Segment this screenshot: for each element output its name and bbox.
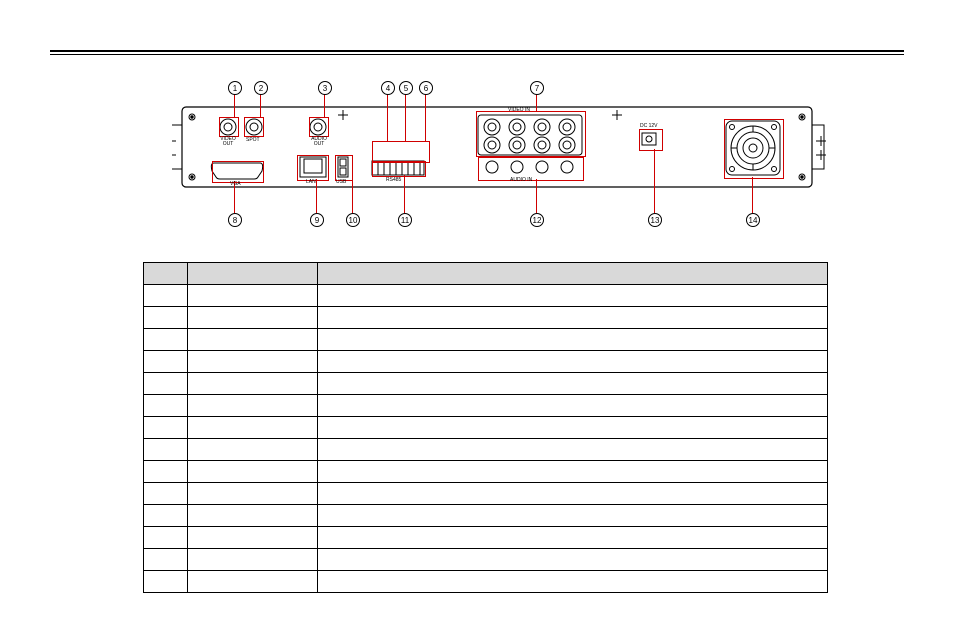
callout-14: 14 <box>746 213 760 227</box>
label-audio-in: AUDIO IN <box>510 177 532 183</box>
th-2 <box>188 263 318 285</box>
callout-8: 8 <box>228 213 242 227</box>
callout-13: 13 <box>648 213 662 227</box>
table-row <box>144 549 828 571</box>
spec-table-wrap <box>143 262 828 593</box>
label-spot: SPOT <box>246 137 260 143</box>
callout-4: 4 <box>381 81 395 95</box>
table-row <box>144 483 828 505</box>
table-row <box>144 505 828 527</box>
label-video-in: VIDEO IN <box>508 107 530 113</box>
table-row <box>144 461 828 483</box>
table-row <box>144 373 828 395</box>
label-dc12v: DC 12V <box>640 123 658 129</box>
callout-9: 9 <box>310 213 324 227</box>
label-video-out: VIDEOOUT <box>218 137 238 147</box>
callout-6: 6 <box>419 81 433 95</box>
table-row <box>144 351 828 373</box>
table-body <box>144 285 828 593</box>
spec-table <box>143 262 828 593</box>
th-1 <box>144 263 188 285</box>
table-row <box>144 329 828 351</box>
callout-2: 2 <box>254 81 268 95</box>
callout-11: 11 <box>398 213 412 227</box>
label-audio-out: AUDIOOUT <box>308 137 330 147</box>
rule-top-2 <box>50 54 904 55</box>
th-3 <box>318 263 828 285</box>
table-row <box>144 395 828 417</box>
callout-1: 1 <box>228 81 242 95</box>
table-header-row <box>144 263 828 285</box>
callout-7: 7 <box>530 81 544 95</box>
table-row <box>144 439 828 461</box>
table-row <box>144 527 828 549</box>
label-rs485: RS485 <box>386 177 401 183</box>
label-usb: USB <box>336 179 346 185</box>
label-vga: VGA <box>230 181 241 187</box>
callout-10: 10 <box>346 213 360 227</box>
label-lan: LAN <box>306 179 316 185</box>
rear-panel-diagram: 1 2 3 4 5 6 7 8 9 10 11 12 13 14 VIDEOOU… <box>172 85 868 243</box>
page: 1 2 3 4 5 6 7 8 9 10 11 12 13 14 VIDEOOU… <box>0 0 954 636</box>
rule-top-1 <box>50 50 904 52</box>
callout-5: 5 <box>399 81 413 95</box>
table-row <box>144 417 828 439</box>
table-row <box>144 571 828 593</box>
table-row <box>144 307 828 329</box>
callout-3: 3 <box>318 81 332 95</box>
callout-12: 12 <box>530 213 544 227</box>
table-row <box>144 285 828 307</box>
